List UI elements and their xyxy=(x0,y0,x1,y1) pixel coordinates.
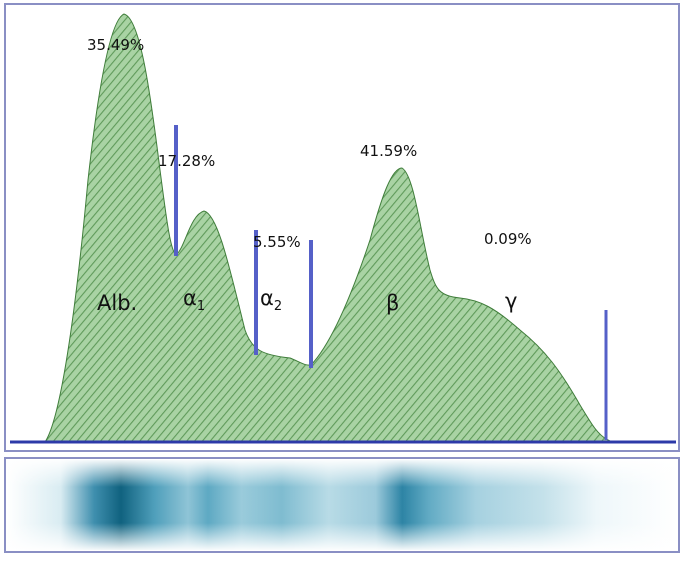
densitogram-curve xyxy=(44,13,613,443)
fraction-percent: 41.59% xyxy=(360,142,417,160)
fraction-percent: 35.49% xyxy=(87,36,144,54)
fraction-symbol: γ xyxy=(505,289,517,313)
fraction-label: Alb. xyxy=(97,291,137,315)
gel-fade xyxy=(7,460,677,550)
fraction-symbol: α xyxy=(183,286,197,310)
fraction-percent: 0.09% xyxy=(484,230,532,248)
fraction-subscript: 2 xyxy=(274,299,282,314)
fraction-subscript: 1 xyxy=(197,299,205,314)
fraction-label: β xyxy=(386,291,399,315)
fraction-label: γ xyxy=(505,289,517,313)
fraction-percent: 5.55% xyxy=(253,233,301,251)
fraction-symbol: α xyxy=(260,286,274,310)
fraction-symbol: β xyxy=(386,291,399,315)
fraction-percent: 17.28% xyxy=(158,152,215,170)
fraction-label: α2 xyxy=(260,286,282,314)
fraction-symbol: Alb. xyxy=(97,291,137,315)
fraction-label: α1 xyxy=(183,286,205,314)
